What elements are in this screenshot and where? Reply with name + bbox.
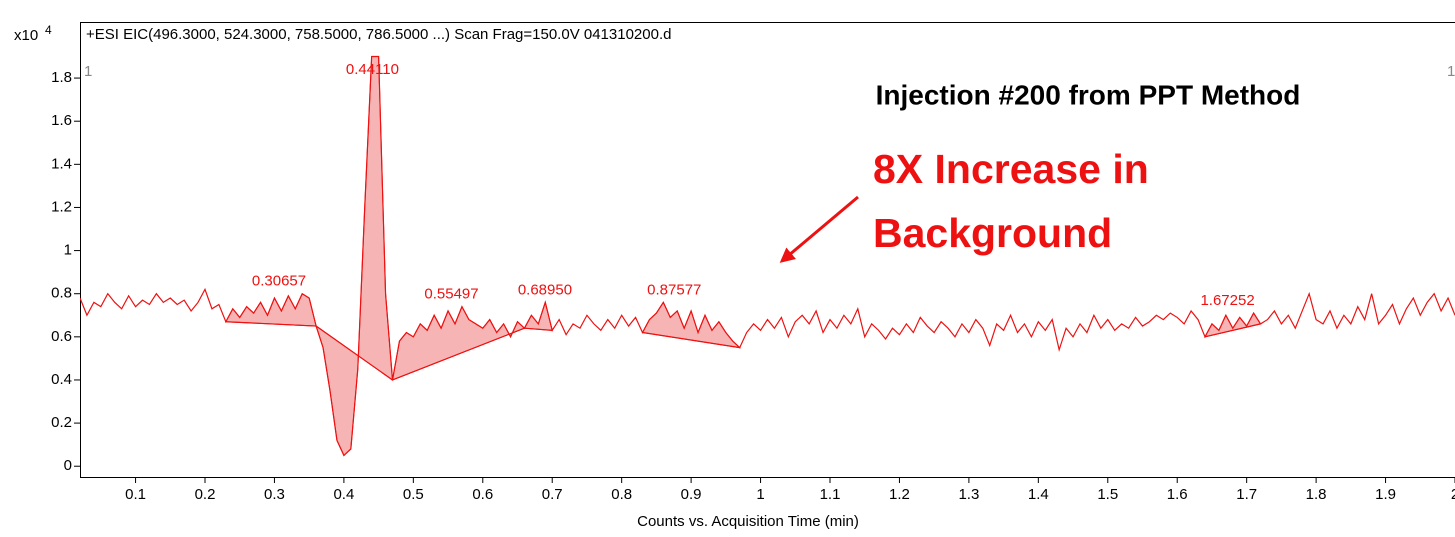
y-tick-label: 1.8 — [51, 69, 72, 86]
x-tick-label: 0.9 — [681, 486, 702, 503]
peak-baseline — [642, 331, 740, 349]
plot-area — [80, 55, 1455, 457]
annotation-arrow — [779, 195, 859, 263]
cursor-label: 1 — [1447, 63, 1455, 80]
y-tick-label: 0 — [64, 457, 72, 474]
y-exponent: 4 — [45, 23, 52, 37]
x-tick-label: 1.1 — [820, 486, 841, 503]
peak-baseline — [392, 327, 525, 381]
x-tick-label: 0.7 — [542, 486, 563, 503]
x-tick-label: 0.6 — [472, 486, 493, 503]
peak-label: 0.30657 — [252, 273, 306, 290]
peak-label: 0.87577 — [647, 281, 701, 298]
x-tick-label: 1.4 — [1028, 486, 1049, 503]
x-axis-label: Counts vs. Acquisition Time (min) — [637, 513, 859, 530]
trace-line — [80, 55, 1455, 457]
x-tick-label: 2 — [1451, 486, 1455, 503]
x-tick-label: 1 — [756, 486, 764, 503]
peak-baseline — [524, 327, 553, 331]
annotation: Injection #200 from PPT Method — [876, 79, 1301, 110]
cursor-label: 1 — [84, 63, 92, 80]
peak-label: 0.44110 — [346, 61, 399, 78]
x-tick-label: 1.8 — [1306, 486, 1327, 503]
y-tick-label: 1.2 — [51, 198, 72, 215]
plot-frame — [80, 22, 1455, 478]
peak-baseline — [315, 325, 393, 381]
peak-label: 0.68950 — [518, 281, 572, 298]
peak-baseline — [1204, 323, 1261, 338]
y-tick-label: 0.8 — [51, 285, 72, 302]
x-tick-label: 1.2 — [889, 486, 910, 503]
x-tick-label: 1.6 — [1167, 486, 1188, 503]
peak-label: 0.55497 — [424, 286, 478, 303]
x-tick-label: 1.5 — [1097, 486, 1118, 503]
annotation: 8X Increase in — [873, 146, 1149, 192]
x-tick-label: 0.5 — [403, 486, 424, 503]
y-multiplier: x10 — [14, 27, 38, 44]
y-tick-label: 1.6 — [51, 112, 72, 129]
y-tick-label: 0.2 — [51, 414, 72, 431]
chart-header: +ESI EIC(496.3000, 524.3000, 758.5000, 7… — [86, 26, 671, 43]
x-tick-label: 0.8 — [611, 486, 632, 503]
x-tick-label: 1.3 — [958, 486, 979, 503]
y-tick-label: 1 — [64, 242, 72, 259]
x-tick-label: 0.1 — [125, 486, 146, 503]
y-tick-label: 0.4 — [51, 371, 72, 388]
x-tick-label: 1.9 — [1375, 486, 1396, 503]
peak-baseline — [225, 321, 317, 327]
x-tick-label: 0.4 — [333, 486, 354, 503]
peak-label: 1.67252 — [1200, 292, 1254, 309]
x-tick-label: 0.3 — [264, 486, 285, 503]
y-tick-label: 1.4 — [51, 155, 72, 172]
y-tick-label: 0.6 — [51, 328, 72, 345]
x-tick-label: 0.2 — [195, 486, 216, 503]
annotation: Background — [873, 210, 1112, 256]
x-tick-label: 1.7 — [1236, 486, 1257, 503]
